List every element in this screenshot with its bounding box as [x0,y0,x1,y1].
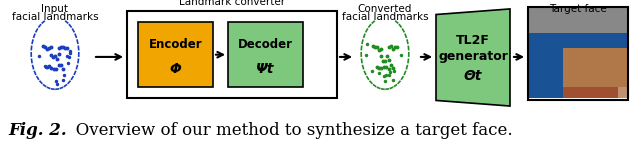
Text: Fig. 2.: Fig. 2. [8,122,67,139]
Text: generator: generator [438,50,508,63]
Text: Decoder: Decoder [238,39,293,51]
Bar [228,22,303,87]
Text: Target face: Target face [549,4,607,14]
Text: Θt: Θt [464,69,482,83]
Text: Φ: Φ [170,62,181,76]
Bar [563,87,618,98]
Polygon shape [436,9,510,106]
Bar [528,7,628,34]
Text: Encoder: Encoder [148,39,202,51]
Bar [528,7,628,100]
Text: TL2F: TL2F [456,34,490,47]
Bar [127,11,337,98]
Bar [528,54,628,98]
Text: Converted: Converted [358,4,412,14]
Bar [528,7,628,57]
Text: facial landmarks: facial landmarks [12,12,99,22]
Bar [528,54,563,98]
Text: facial landmarks: facial landmarks [342,12,428,22]
Text: Input: Input [42,4,68,14]
Bar [563,48,628,87]
Text: Landmark converter: Landmark converter [179,0,285,7]
Text: Ψt: Ψt [256,62,275,76]
Bar [138,22,213,87]
Text: Overview of our method to synthesize a target face.: Overview of our method to synthesize a t… [60,122,513,139]
